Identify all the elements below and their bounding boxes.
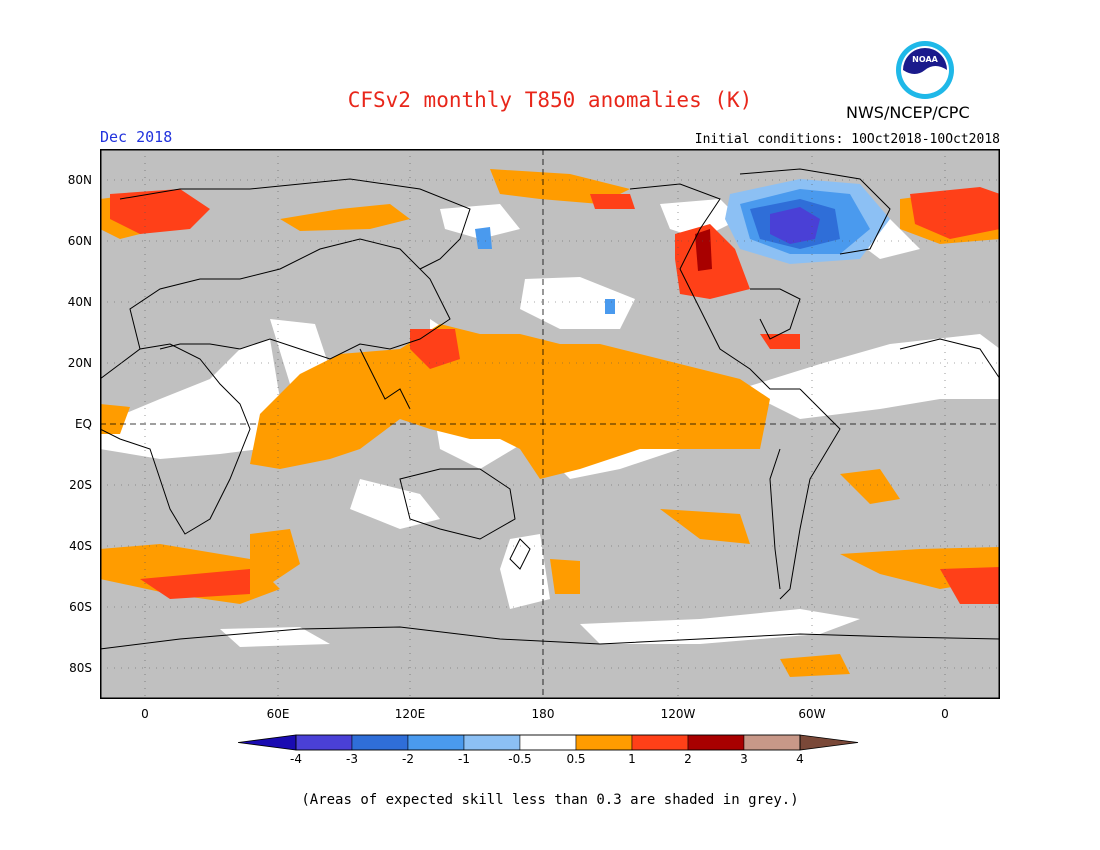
colorbar-label-1: 1: [628, 752, 636, 766]
agency-label: NWS/NCEP/CPC: [846, 103, 970, 122]
lon-label-0-west: 0: [141, 707, 149, 721]
colorbar-label-neg0p5: -0.5: [508, 752, 532, 766]
noaa-logo: NOAA: [896, 41, 954, 99]
anomaly-map: [100, 149, 1000, 699]
colorbar-label-neg1: -1: [458, 752, 470, 766]
strong-warm-regions: [110, 187, 1000, 604]
lat-label-80n: 80N: [67, 173, 92, 187]
colorbar-segment: [295, 734, 353, 751]
coastlines: [100, 168, 1000, 650]
colorbar-segment: [631, 734, 689, 751]
lat-label-60n: 60N: [67, 234, 92, 248]
graticule: [100, 149, 1000, 699]
map-border: [100, 149, 1000, 699]
lat-label-40n: 40N: [67, 295, 92, 309]
colorbar-segment: [687, 734, 745, 751]
colorbar-arrow-low: [238, 734, 297, 751]
lat-label-40s: 40S: [69, 539, 92, 553]
colorbar-label-neg3: -3: [346, 752, 358, 766]
lat-label-eq: EQ: [74, 417, 92, 431]
lat-label-60s: 60S: [69, 600, 92, 614]
logo-text: NOAA: [912, 55, 938, 64]
initial-conditions: Initial conditions: 10Oct2018-10Oct2018: [694, 132, 1000, 147]
colorbar-segment: [575, 734, 633, 751]
colorbar-segment: [351, 734, 409, 751]
lon-label-60w: 60W: [798, 707, 826, 721]
chart-title: CFSv2 monthly T850 anomalies (K): [347, 88, 753, 112]
colorbar-label-4: 4: [796, 752, 804, 766]
colorbar-label-0p5: 0.5: [566, 752, 586, 766]
lon-label-120e: 120E: [394, 707, 426, 721]
lat-label-80s: 80S: [69, 661, 92, 675]
colorbar-segment: [743, 734, 801, 751]
valid-month: Dec 2018: [100, 128, 173, 146]
colorbar-label-3: 3: [740, 752, 748, 766]
colorbar-segment: [463, 734, 521, 751]
colorbar: [238, 734, 859, 751]
colorbar-label-neg4: -4: [290, 752, 302, 766]
lat-label-20n: 20N: [67, 356, 92, 370]
colorbar-label-2: 2: [684, 752, 692, 766]
lon-label-60e: 60E: [266, 707, 290, 721]
colorbar-label-neg2: -2: [402, 752, 414, 766]
lat-label-20s: 20S: [69, 478, 92, 492]
very-strong-warm-regions: [695, 229, 712, 271]
cold-anomaly-regions: [475, 179, 890, 314]
lon-label-0-east: 0: [941, 707, 949, 721]
colorbar-segment: [407, 734, 465, 751]
skill-footnote: (Areas of expected skill less than 0.3 a…: [301, 792, 799, 808]
colorbar-arrow-high: [799, 734, 859, 751]
dotted-grid: [100, 149, 1000, 699]
colorbar-segment: [519, 734, 577, 751]
lon-label-180: 180: [531, 707, 555, 721]
lon-label-120w: 120W: [660, 707, 696, 721]
